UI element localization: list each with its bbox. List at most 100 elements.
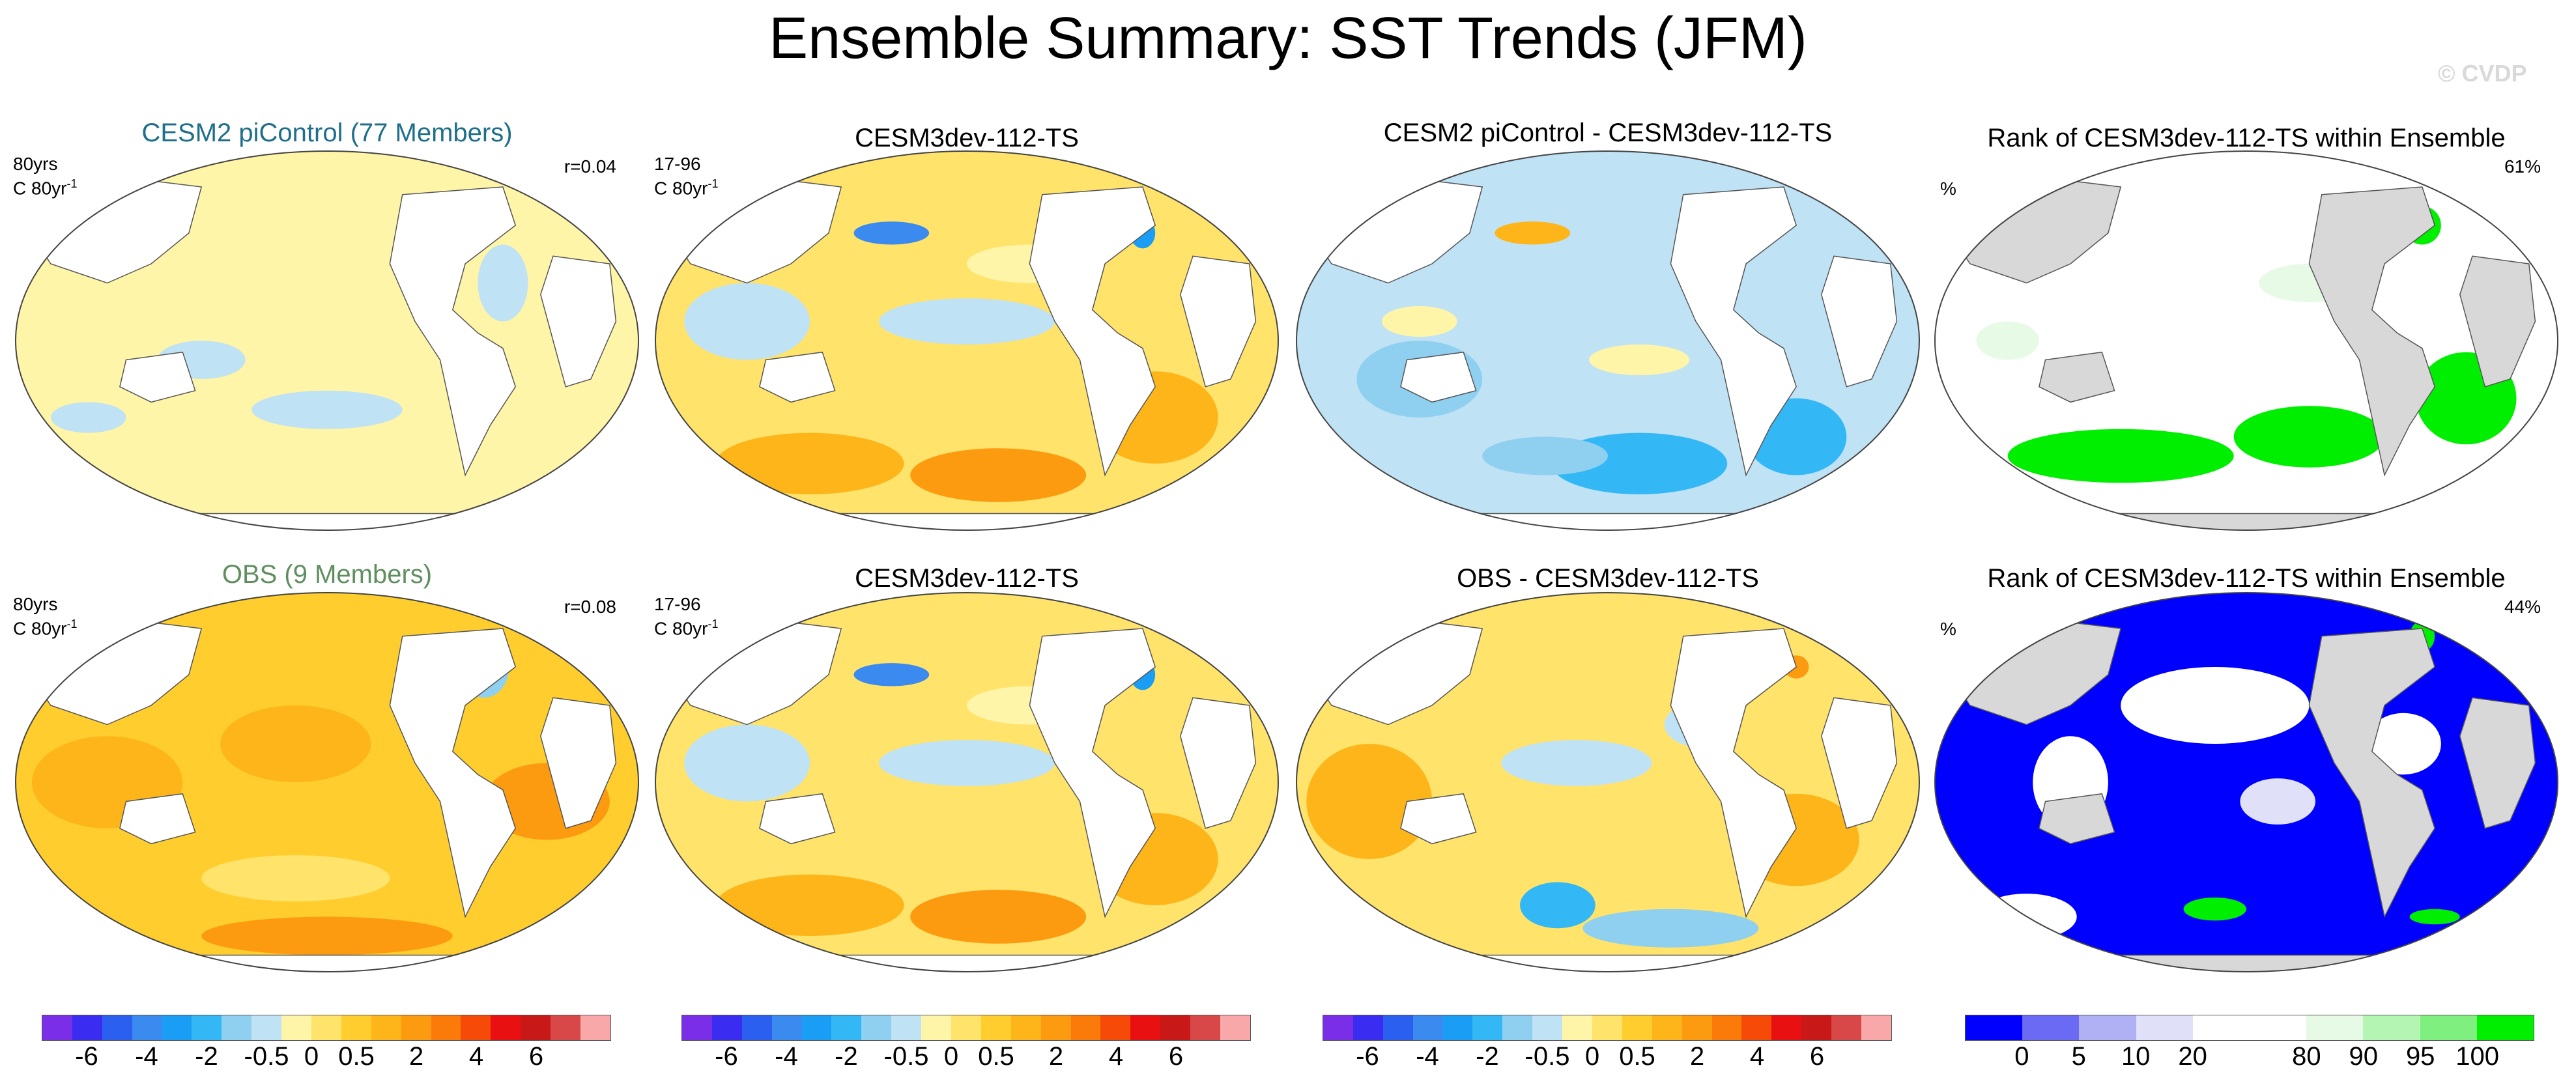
anomaly-region <box>2183 898 2246 921</box>
colorbar-swatch <box>1190 1015 1221 1040</box>
colorbar-swatch <box>1412 1015 1443 1040</box>
colorbar-swatch <box>1622 1015 1652 1040</box>
colorbar-swatch <box>1323 1015 1353 1040</box>
trend-colorbar-ticks: -6 -4 -2 -0.5 0 0.5 2 4 6 <box>681 1042 1251 1075</box>
colorbar-swatch <box>281 1015 312 1040</box>
panel-correlation-label: r=0.04 <box>564 156 616 177</box>
world-map <box>15 150 639 531</box>
colorbar-swatch <box>102 1015 132 1040</box>
colorbar-swatch <box>1352 1015 1383 1040</box>
anomaly-region <box>478 244 528 322</box>
panel-title: CESM3dev-112-TS <box>855 564 1079 593</box>
panel-units-label: C 80yr-1 <box>13 617 78 639</box>
world-map <box>1296 150 1920 531</box>
colorbar-tick-label: 0.5 <box>978 1042 1014 1071</box>
colorbar-swatch <box>1130 1015 1161 1040</box>
colorbar-swatch <box>1040 1015 1071 1040</box>
colorbar-swatch <box>1831 1015 1862 1040</box>
panel-period-label: 80yrs <box>13 154 58 174</box>
colorbar-swatch <box>132 1015 162 1040</box>
panel-title: CESM2 piControl (77 Members) <box>141 119 513 147</box>
colorbar-swatch <box>1652 1015 1682 1040</box>
colorbar-tick-label: -6 <box>715 1042 738 1071</box>
colorbar-swatch <box>2306 1015 2364 1040</box>
colorbar-swatch <box>431 1015 461 1040</box>
colorbar-tick-label: 4 <box>1749 1042 1765 1071</box>
panel-title: OBS (9 Members) <box>222 560 433 589</box>
world-map <box>1296 592 1920 972</box>
anomaly-region <box>2233 406 2385 468</box>
panel-period-label: 80yrs <box>13 594 58 614</box>
colorbar-swatch <box>1442 1015 1473 1040</box>
colorbar-tick-label: -4 <box>775 1042 798 1071</box>
rank-colorbar-ticks: 0 5 10 20 80 90 95 100 <box>1965 1042 2534 1075</box>
map-border <box>655 592 1279 972</box>
world-map <box>1934 592 2558 972</box>
colorbar-swatch <box>1771 1015 1802 1040</box>
anomaly-region <box>715 874 904 936</box>
anomaly-region <box>879 298 1055 345</box>
colorbar-tick-label: 0 <box>1584 1042 1600 1071</box>
map-border <box>655 150 1279 531</box>
land-mass <box>1821 697 1898 829</box>
anomaly-region <box>1306 744 1433 859</box>
colorbar-tick-label: -4 <box>1416 1042 1439 1071</box>
panel-units-label: C 80yr-1 <box>654 177 719 199</box>
world-map <box>655 150 1279 531</box>
colorbar-tick-label: 20 <box>2178 1042 2207 1071</box>
colorbar-swatch <box>580 1015 610 1040</box>
colorbar-swatch <box>2022 1015 2080 1040</box>
anomaly-region <box>853 221 930 245</box>
anomaly-region <box>1482 436 1608 475</box>
land-mass <box>1670 186 1797 477</box>
colorbar-swatch <box>2250 1015 2307 1040</box>
map-border <box>1296 150 1920 531</box>
colorbar-tick-label: 6 <box>1809 1042 1825 1071</box>
anomaly-region <box>1589 344 1690 376</box>
colorbar-swatch <box>251 1015 282 1040</box>
colorbar-swatch <box>1070 1015 1101 1040</box>
anomaly-region <box>220 705 371 782</box>
colorbar-swatch <box>491 1015 521 1040</box>
colorbar-swatch <box>921 1015 952 1040</box>
trend-colorbar <box>42 1015 611 1041</box>
colorbar-tick-label: -4 <box>135 1042 158 1071</box>
colorbar-tick-label: -6 <box>1356 1042 1379 1071</box>
panel-period-label: 17-96 <box>654 594 701 614</box>
land-mass <box>1400 351 1477 403</box>
anomaly-region <box>50 402 126 433</box>
land-mass <box>2039 793 2115 845</box>
anomaly-region <box>2007 429 2234 483</box>
map-border <box>15 592 639 972</box>
anomaly-region <box>1582 909 1759 948</box>
panel-units-label: % <box>1940 178 1956 199</box>
colorbar-swatch <box>861 1015 892 1040</box>
colorbar-tick-label: 6 <box>528 1042 544 1071</box>
colorbar-swatch <box>311 1015 341 1040</box>
anomaly-region <box>1501 740 1652 786</box>
anomaly-region <box>2409 909 2460 925</box>
rank-colorbar <box>1965 1015 2534 1041</box>
colorbar-tick-label: 10 <box>2121 1042 2151 1071</box>
land-mass <box>2459 697 2536 829</box>
colorbar-swatch <box>1382 1015 1413 1040</box>
land-mass <box>2308 186 2436 477</box>
colorbar-tick-label: 95 <box>2405 1042 2435 1071</box>
land-mass <box>119 351 196 403</box>
trend-colorbar-ticks: -6 -4 -2 -0.5 0 0.5 2 4 6 <box>42 1042 611 1075</box>
colorbar-swatch <box>521 1015 551 1040</box>
colorbar-tick-label: 0.5 <box>1619 1042 1655 1071</box>
colorbar-tick-label: -0.5 <box>883 1042 929 1071</box>
colorbar-swatch <box>741 1015 772 1040</box>
colorbar-swatch <box>1682 1015 1712 1040</box>
land-mass <box>2459 255 2536 388</box>
land-mass <box>2039 351 2115 403</box>
panel-title: Rank of CESM3dev-112-TS within Ensemble <box>1987 564 2506 593</box>
colorbar-swatch <box>1160 1015 1191 1040</box>
anomaly-region <box>201 916 453 955</box>
colorbar-swatch <box>771 1015 802 1040</box>
colorbar-swatch <box>162 1015 192 1040</box>
anomaly-region <box>879 740 1055 786</box>
colorbar-swatch <box>192 1015 222 1040</box>
trend-colorbar <box>1323 1015 1892 1041</box>
